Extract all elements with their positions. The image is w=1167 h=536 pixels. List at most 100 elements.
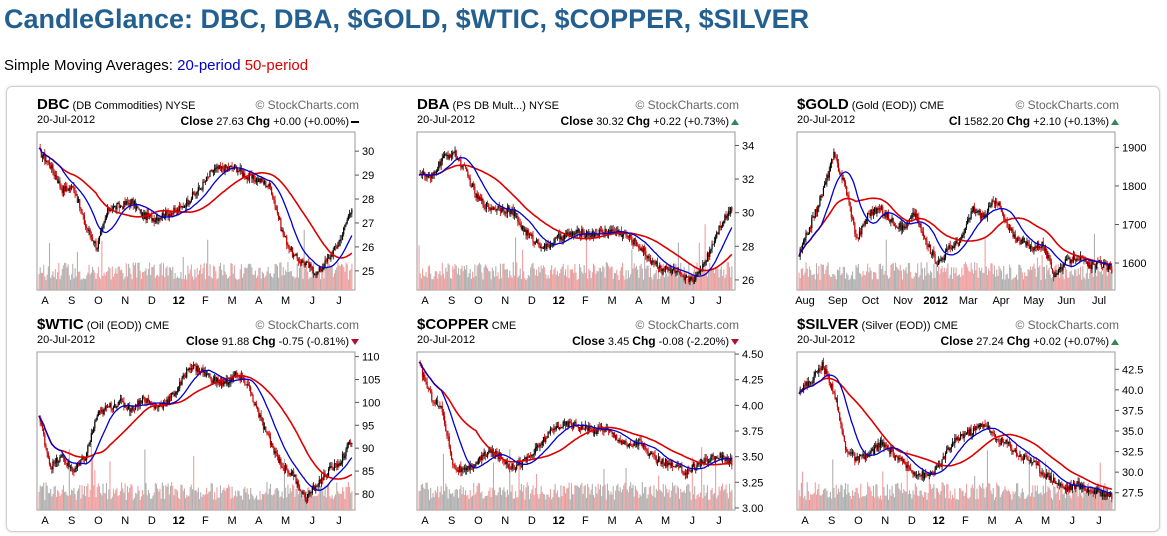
candle-body (447, 154, 449, 159)
candle-body (84, 223, 87, 227)
volume-bar (877, 279, 879, 290)
volume-bar (826, 490, 828, 510)
volume-bar (725, 484, 727, 510)
candle-body (635, 241, 638, 246)
volume-bar (316, 496, 318, 510)
candle-body (863, 453, 865, 460)
volume-bar (941, 482, 943, 510)
y-tick-label: 100 (362, 397, 380, 409)
candle-body (67, 189, 69, 191)
volume-bar (287, 484, 289, 510)
volume-bar (892, 263, 894, 290)
candle-body (690, 470, 692, 472)
volume-bar (74, 494, 76, 510)
volume-bar (640, 263, 642, 290)
candle-body (231, 166, 233, 169)
volume-bar (848, 492, 850, 510)
volume-bar (539, 272, 541, 290)
volume-bar (314, 273, 316, 290)
candle-body (279, 218, 281, 220)
candle-body (811, 217, 813, 229)
volume-bar (699, 492, 702, 510)
volume-bar (1065, 269, 1068, 290)
volume-bar (978, 267, 980, 290)
volume-bar (1040, 492, 1042, 510)
candle-body (1036, 463, 1039, 466)
volume-bar (567, 487, 569, 510)
volume-bar (1032, 485, 1034, 510)
candle-body (849, 202, 851, 208)
candle-body (457, 159, 460, 161)
volume-bar (239, 269, 241, 290)
candle-body (920, 474, 922, 477)
x-tick-label: J (690, 295, 696, 307)
volume-bar (855, 488, 857, 510)
candle-body (59, 457, 61, 462)
volume-bar (118, 266, 120, 290)
candle-body (437, 400, 439, 406)
volume-bar (565, 269, 567, 290)
candle-body (576, 229, 578, 233)
candle-body (208, 373, 210, 375)
candle-body (1041, 472, 1043, 474)
candle-body (60, 456, 62, 458)
candle-body (474, 186, 476, 194)
volume-bar (309, 492, 311, 510)
volume-bar (552, 274, 554, 290)
volume-bar (1017, 279, 1019, 290)
candle-body (827, 174, 829, 178)
candle-body (115, 205, 117, 210)
volume-bar (438, 273, 440, 290)
candle-body (1012, 450, 1014, 452)
volume-bar (307, 271, 309, 290)
candle-body (573, 232, 575, 236)
candle-body (659, 265, 661, 268)
volume-bar (871, 279, 873, 290)
volume-bar (836, 494, 838, 510)
candle-body (1047, 254, 1049, 259)
volume-bar (668, 489, 670, 510)
volume-bar (573, 494, 575, 510)
candle-body (423, 172, 425, 174)
volume-bar (563, 486, 565, 510)
candle-body (1092, 261, 1094, 264)
volume-bar (660, 276, 662, 290)
chg-value: +0.00 (+0.00%) (270, 116, 349, 128)
candle-body (1035, 246, 1037, 248)
candle-body (603, 431, 605, 433)
volume-bar (240, 495, 242, 510)
candle-body (611, 431, 613, 434)
volume-bar (439, 271, 441, 290)
candle-body (946, 449, 948, 453)
candle-body (1017, 455, 1019, 457)
volume-bar (856, 267, 858, 290)
volume-bar (637, 491, 639, 510)
candle-body (440, 161, 442, 166)
volume-bar (588, 487, 590, 510)
candle-body (482, 198, 484, 205)
candle-body (872, 212, 875, 215)
volume-bar (644, 487, 646, 510)
candle-body (1005, 439, 1007, 443)
chart-panel-dbc: DBC (DB Commodities) NYSE © StockCharts.c… (7, 90, 374, 307)
candle-body (1051, 481, 1054, 483)
volume-bar (505, 269, 507, 290)
volume-bar (459, 275, 461, 290)
candle-body (680, 466, 682, 468)
candle-body (307, 261, 309, 263)
volume-bar (803, 498, 805, 510)
volume-bar (1072, 275, 1075, 290)
volume-bar (115, 268, 117, 290)
candle-body (600, 230, 603, 232)
volume-bar (257, 275, 259, 290)
candle-body (538, 243, 540, 245)
candle-body (1067, 258, 1069, 260)
candle-body (136, 206, 138, 210)
volume-bar (445, 483, 447, 510)
candle-body (138, 400, 140, 406)
volume-bar (485, 495, 488, 510)
candle-body (63, 457, 66, 461)
x-tick-label: Apr (992, 295, 1009, 307)
candle-body (843, 435, 845, 442)
volume-bar (1029, 496, 1032, 510)
